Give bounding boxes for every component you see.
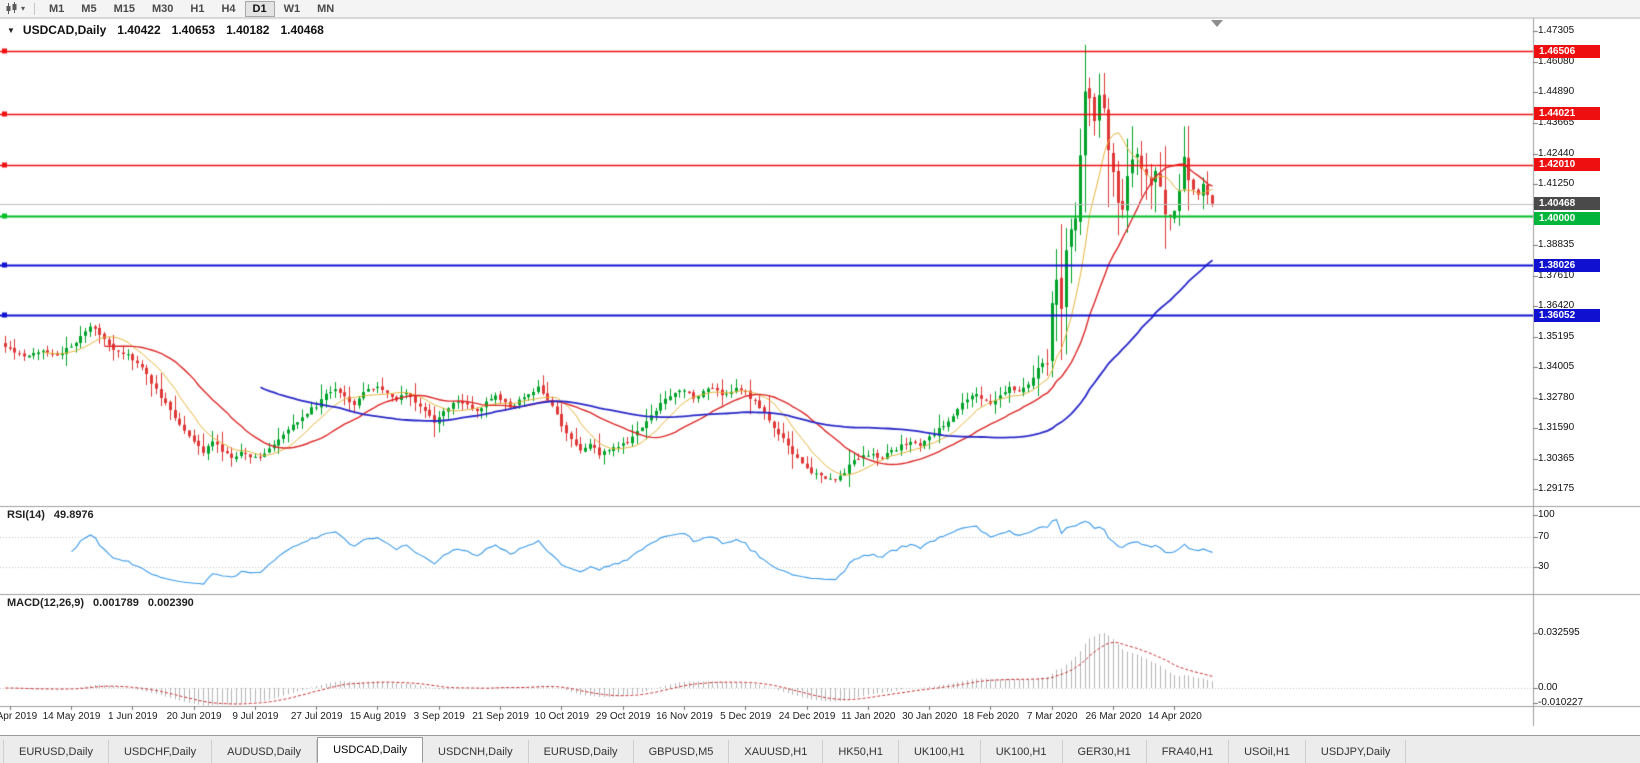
chart-tab-xauusd-h1[interactable]: XAUUSD,H1	[729, 740, 824, 763]
chart-tab-ger30-h1[interactable]: GER30,H1	[1062, 740, 1147, 763]
price-axis-tick: 1.35195	[1538, 330, 1575, 342]
date-label: 16 Nov 2019	[656, 711, 713, 722]
chart-open-value: 1.40422	[117, 23, 161, 37]
macd-indicator-label: MACD(12,26,9) 0.001789 0.002390	[7, 597, 194, 609]
price-axis-tick: 1.47305	[1538, 25, 1575, 36]
date-label: 15 Aug 2019	[349, 711, 407, 722]
date-label: 5 Dec 2019	[720, 711, 772, 722]
price-axis[interactable]: 1.47305 1.46080 1.44890 1.43665 1.42440 1.412…	[1534, 18, 1640, 726]
chart-tab-fra40-h1[interactable]: FRA40,H1	[1146, 740, 1230, 763]
chart-tab-usoil-h1[interactable]: USOil,H1	[1229, 740, 1306, 763]
date-label: 25 Apr 2019	[0, 711, 38, 722]
date-label: 29 Oct 2019	[595, 711, 651, 722]
date-axis[interactable]: 25 Apr 2019 14 May 2019 1 Jun 2019 20 Jun 2…	[0, 707, 1533, 727]
chart-low-value: 1.40182	[226, 23, 270, 37]
timeframe-button-mn[interactable]: MN	[317, 2, 335, 15]
chart-high-value: 1.40653	[171, 23, 216, 37]
date-label: 24 Dec 2019	[778, 711, 836, 722]
macd-main-value: 0.001789	[93, 597, 139, 609]
date-label: 9 Jul 2019	[232, 711, 279, 722]
price-axis-tick: 1.44890	[1538, 86, 1575, 97]
rsi-current-value: 49.8976	[53, 509, 94, 521]
timeframe-button-d1[interactable]: D1	[244, 0, 275, 17]
date-label: 20 Jun 2019	[166, 711, 222, 722]
timeframe-button-w1[interactable]: W1	[283, 2, 301, 15]
chart-tab-uk100-h1[interactable]: UK100,H1	[980, 740, 1063, 763]
rsi-name: RSI(14)	[7, 509, 45, 521]
chart-tab-eurusd-daily[interactable]: EURUSD,Daily	[528, 740, 634, 763]
macd-axis-tick: -0.010227	[1538, 697, 1584, 708]
price-badge-1.40468: 1.40468	[1534, 197, 1600, 211]
chart-shift-marker[interactable]	[1211, 20, 1223, 27]
date-label: 11 Jan 2020	[841, 711, 896, 722]
price-badge-1.40000: 1.40000	[1534, 212, 1600, 226]
timeframe-button-m5[interactable]: M5	[81, 2, 97, 15]
price-axis-tick: 1.46080	[1538, 55, 1575, 67]
timeframe-button-m1[interactable]: M1	[49, 2, 65, 15]
chart-tab-usdcnh-daily[interactable]: USDCNH,Daily	[423, 740, 529, 763]
macd-signal-value: 0.002390	[147, 597, 194, 609]
date-label: 7 Mar 2020	[1026, 711, 1078, 722]
date-label: 30 Jan 2020	[902, 711, 958, 722]
timeframe-button-m15[interactable]: M15	[113, 2, 135, 15]
one-click-trading-toggle[interactable]: ▼	[7, 25, 15, 35]
rsi-axis-tick: 30	[1538, 560, 1550, 572]
chart-tab-gbpusd-m5[interactable]: GBPUSD,M5	[633, 740, 730, 763]
date-label: 10 Oct 2019	[534, 711, 590, 722]
price-axis-tick: 1.42440	[1538, 147, 1575, 159]
date-label: 26 Mar 2020	[1085, 711, 1142, 722]
price-badge-1.36052: 1.36052	[1534, 308, 1600, 322]
chart-type-caret-icon[interactable]: ▾	[21, 4, 26, 13]
chart-close-value: 1.40468	[280, 23, 324, 37]
rsi-axis-tick: 70	[1538, 531, 1550, 543]
price-axis-tick: 1.36420	[1538, 299, 1575, 311]
macd-axis-tick: 0.032595	[1538, 627, 1580, 638]
chart-tab-uk100-h1[interactable]: UK100,H1	[898, 740, 981, 763]
macd-axis-tick: 0.00	[1538, 682, 1558, 693]
price-axis-tick: 1.32780	[1538, 391, 1575, 403]
macd-name: MACD(12,26,9)	[7, 597, 85, 609]
price-badge-1.38026: 1.38026	[1534, 258, 1600, 272]
rsi-indicator-label: RSI(14) 49.8976	[7, 509, 94, 521]
price-axis-tick: 1.37610	[1538, 269, 1575, 281]
price-axis-tick: 1.30365	[1538, 452, 1575, 464]
price-axis-tick: 1.31590	[1538, 421, 1575, 433]
toolbar-separator	[34, 2, 36, 15]
rsi-axis-tick: 100	[1538, 509, 1555, 520]
chart-symbol-period: USDCAD,Daily	[22, 23, 107, 37]
chart-tab-audusd-daily[interactable]: AUDUSD,Daily	[212, 740, 318, 763]
price-axis-tick: 1.34005	[1538, 360, 1575, 372]
date-label: 14 May 2019	[42, 711, 101, 722]
price-axis-tick: 1.29175	[1538, 483, 1575, 494]
date-label: 3 Sep 2019	[413, 711, 465, 722]
chart-tab-hk50-h1[interactable]: HK50,H1	[823, 740, 899, 763]
price-axis-tick: 1.38835	[1538, 238, 1575, 250]
chart-tab-eurusd-daily[interactable]: EURUSD,Daily	[3, 740, 109, 763]
date-label: 18 Feb 2020	[962, 711, 1020, 722]
date-label: 27 Jul 2019	[290, 711, 343, 722]
price-badge-1.44021: 1.44021	[1534, 107, 1600, 121]
chart-type-candlestick-icon[interactable]	[5, 2, 19, 15]
chart-tab-usdjpy-daily[interactable]: USDJPY,Daily	[1305, 740, 1407, 763]
timeframe-button-m30[interactable]: M30	[151, 2, 174, 15]
timeframe-buttons: M1 M5 M15 M30 H1 H4 D1 W1 MN	[41, 0, 342, 17]
timeframe-button-h1[interactable]: H1	[190, 2, 205, 15]
date-label: 14 Apr 2020	[1147, 711, 1202, 722]
price-axis-tick: 1.43665	[1538, 116, 1575, 128]
price-badge-1.46506: 1.46506	[1534, 44, 1600, 58]
timeframes-toolbar: ▾ M1 M5 M15 M30 H1 H4 D1 W1 MN	[0, 0, 1640, 18]
price-axis-tick: 1.41250	[1538, 177, 1575, 189]
chart-legend: ▼ USDCAD,Daily 1.40422 1.40653 1.40182 1…	[7, 23, 324, 37]
date-label: 1 Jun 2019	[108, 711, 158, 722]
chart-tabs-bar: EURUSD,Daily USDCHF,Daily AUDUSD,Daily USDC…	[0, 735, 1640, 763]
price-badge-1.42010: 1.42010	[1534, 158, 1600, 172]
date-label: 21 Sep 2019	[472, 711, 529, 722]
chart-tab-usdcad-daily[interactable]: USDCAD,Daily	[317, 737, 424, 763]
timeframe-button-h4[interactable]: H4	[221, 2, 236, 15]
chart-tab-usdchf-daily[interactable]: USDCHF,Daily	[108, 740, 213, 763]
